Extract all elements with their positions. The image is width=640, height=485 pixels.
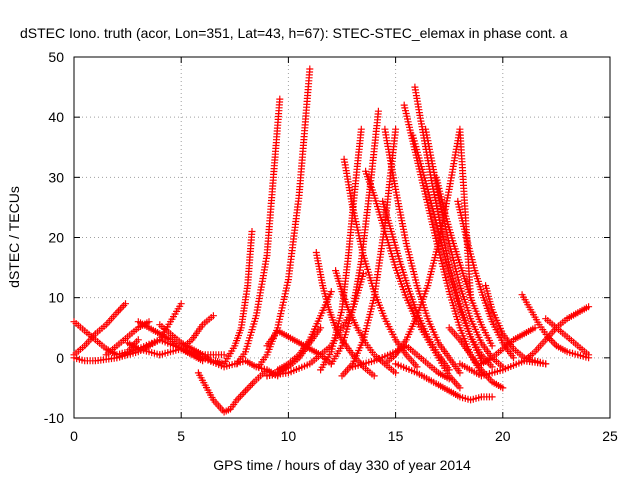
x-tick-label: 0 <box>70 428 78 444</box>
data-series <box>274 288 335 374</box>
data-series <box>379 197 453 374</box>
data-series <box>134 318 207 365</box>
x-tick-label: 5 <box>177 428 185 444</box>
y-tick-label: 40 <box>48 109 64 125</box>
y-tick-label: 10 <box>48 290 64 306</box>
data-series <box>392 360 496 404</box>
data-point-markers <box>274 288 335 374</box>
data-series <box>194 366 271 416</box>
data-point-markers <box>254 65 314 371</box>
data-point-markers <box>445 324 507 392</box>
chart-title: dSTEC Iono. truth (acor, Lon=351, Lat=43… <box>20 25 568 41</box>
data-series <box>263 327 335 368</box>
data-series <box>445 324 507 392</box>
data-series <box>520 303 593 365</box>
data-point-markers <box>477 324 539 368</box>
y-tick-label: 30 <box>48 169 64 185</box>
data-point-markers <box>392 360 496 404</box>
data-point-markers <box>518 291 593 362</box>
data-point-markers <box>520 303 593 365</box>
data-point-markers <box>327 107 382 368</box>
data-point-markers <box>422 125 507 371</box>
data-point-markers <box>432 173 496 350</box>
data-point-markers <box>194 366 271 416</box>
data-point-markers <box>124 339 164 359</box>
data-point-markers <box>233 95 284 368</box>
data-series <box>542 315 593 359</box>
data-series <box>477 324 539 368</box>
data-series <box>254 65 314 371</box>
y-tick-label: 20 <box>48 230 64 246</box>
data-point-markers <box>134 318 207 365</box>
data-series <box>212 228 256 368</box>
data-point-markers <box>263 327 335 368</box>
data-point-markers <box>379 197 453 374</box>
data-series <box>124 339 164 359</box>
data-marks <box>70 65 593 416</box>
x-tick-label: 20 <box>495 428 511 444</box>
y-tick-label: -10 <box>44 410 64 426</box>
axis-ticks: 0 5 10 15 20 25 -10 0 10 20 30 40 50 <box>44 49 618 444</box>
x-tick-label: 10 <box>281 428 297 444</box>
data-series <box>317 125 365 374</box>
data-point-markers <box>212 228 256 368</box>
x-tick-label: 25 <box>602 428 618 444</box>
data-series <box>518 291 593 362</box>
data-point-markers <box>317 125 365 374</box>
data-series <box>233 95 284 368</box>
data-series <box>432 173 496 350</box>
y-tick-label: 50 <box>48 49 64 65</box>
y-tick-label: 0 <box>56 350 64 366</box>
x-tick-label: 15 <box>388 428 404 444</box>
x-axis-label: GPS time / hours of day 330 of year 2014 <box>213 457 471 473</box>
data-series <box>327 107 382 368</box>
data-point-markers <box>456 357 550 380</box>
data-series <box>409 131 496 371</box>
data-series <box>422 125 507 371</box>
y-axis-label: dSTEC / TECUs <box>6 186 22 288</box>
data-series <box>456 357 550 380</box>
data-point-markers <box>542 315 593 359</box>
data-point-markers <box>409 131 496 371</box>
